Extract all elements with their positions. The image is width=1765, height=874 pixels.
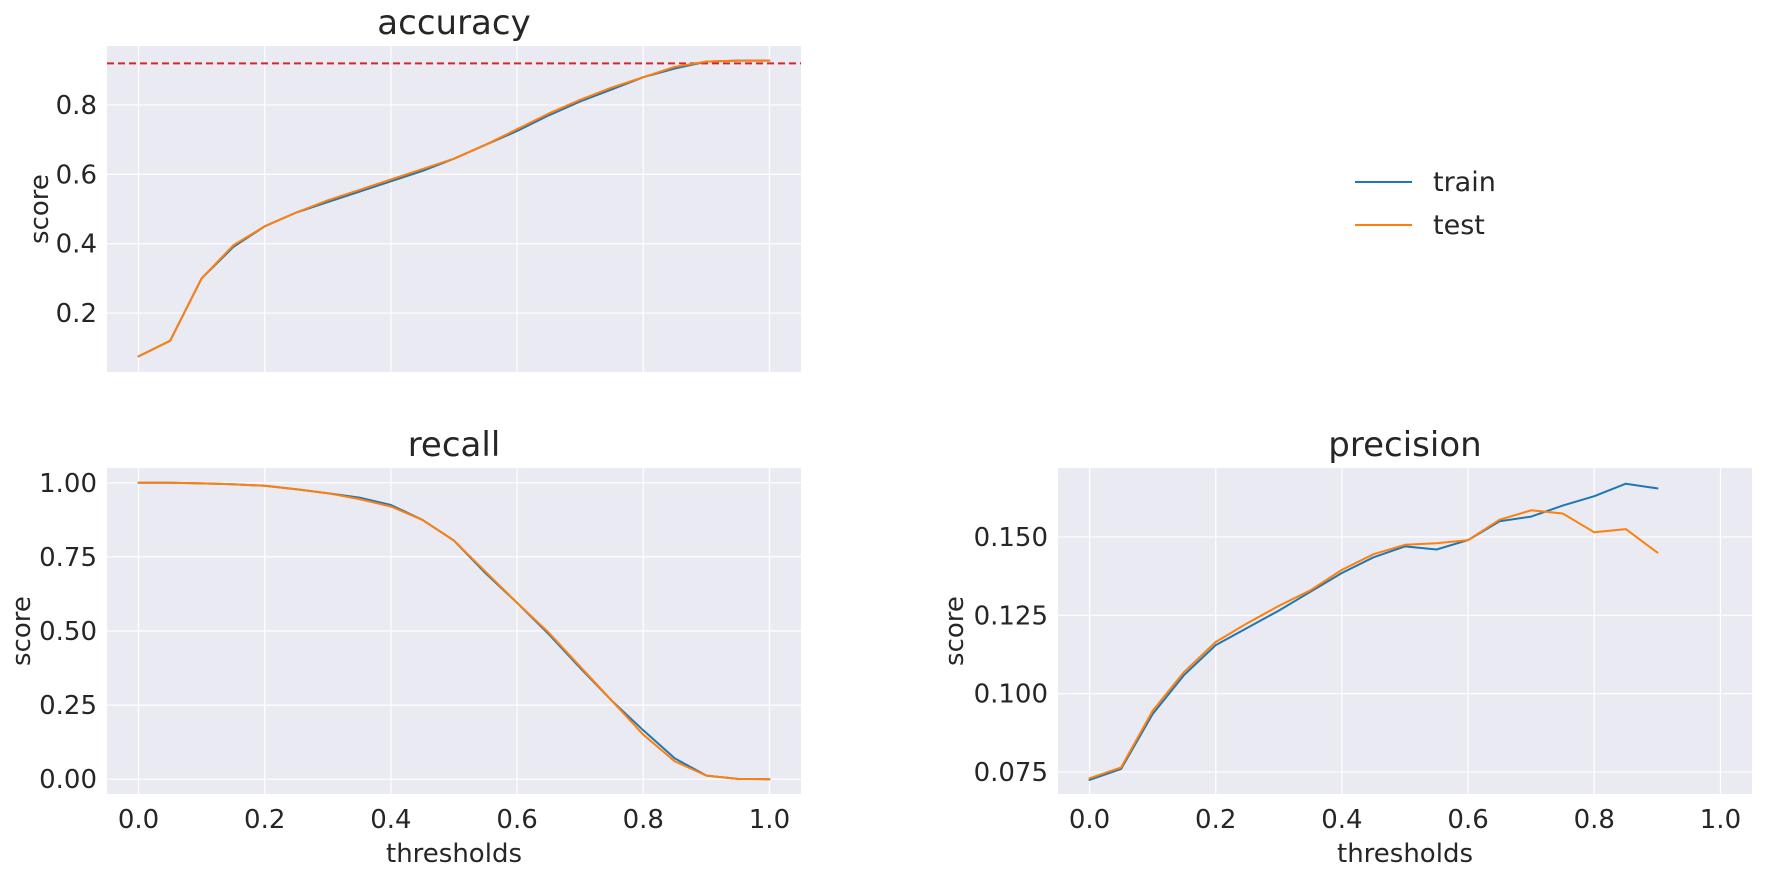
accuracy-ticks: 0.2 0.4 0.6 0.8 xyxy=(56,91,97,329)
accuracy-plot-area xyxy=(107,46,801,372)
precision-title: precision xyxy=(1328,425,1481,465)
precision-xtick-label: 1.0 xyxy=(1700,805,1741,835)
recall-subplot: 0.0 0.2 0.4 0.6 0.8 1.0 0.00 0.25 0.50 0.75 1.00 r… xyxy=(7,425,801,869)
recall-xtick-label: 0.6 xyxy=(496,805,537,835)
recall-ylabel: score xyxy=(7,596,37,666)
recall-xtick-label: 0.0 xyxy=(118,805,159,835)
recall-series-group xyxy=(137,481,771,781)
precision-ylabel: score xyxy=(940,596,970,666)
precision-xtick-label: 0.4 xyxy=(1321,805,1362,835)
recall-ytick-label: 0.75 xyxy=(39,543,97,573)
precision-ytick-label: 0.100 xyxy=(974,680,1048,710)
recall-xlabel: thresholds xyxy=(386,839,522,869)
recall-xtick-label: 0.8 xyxy=(623,805,664,835)
precision-ytick-label: 0.075 xyxy=(974,758,1048,788)
precision-xtick-label: 0.8 xyxy=(1574,805,1615,835)
precision-series-train xyxy=(1088,482,1659,781)
precision-xtick-label: 0.6 xyxy=(1447,805,1488,835)
legend-label-train: train xyxy=(1433,167,1496,198)
precision-subplot: 0.0 0.2 0.4 0.6 0.8 1.0 0.075 0.100 0.125 0.150 p… xyxy=(940,425,1752,869)
recall-title: recall xyxy=(408,425,501,465)
recall-ticks: 0.0 0.2 0.4 0.6 0.8 1.0 0.00 0.25 0.50 0.75 1.00 xyxy=(39,469,790,835)
recall-ytick-label: 1.00 xyxy=(39,469,97,499)
recall-ytick-label: 0.00 xyxy=(39,765,97,795)
accuracy-ytick-label: 0.4 xyxy=(56,230,97,260)
accuracy-series-test xyxy=(137,59,771,358)
accuracy-ytick-label: 0.2 xyxy=(56,299,97,329)
legend-label-test: test xyxy=(1433,210,1485,241)
precision-xtick-label: 0.0 xyxy=(1069,805,1110,835)
recall-series-test xyxy=(137,481,771,781)
precision-xlabel: thresholds xyxy=(1337,839,1473,869)
accuracy-ytick-label: 0.8 xyxy=(56,91,97,121)
precision-ytick-label: 0.150 xyxy=(974,523,1048,553)
recall-grid xyxy=(107,468,801,794)
recall-xtick-label: 0.2 xyxy=(244,805,285,835)
precision-series-group xyxy=(1088,482,1659,781)
accuracy-ylabel: score xyxy=(25,174,55,244)
legend: train test xyxy=(1355,167,1496,241)
precision-ticks: 0.0 0.2 0.4 0.6 0.8 1.0 0.075 0.100 0.125 0.150 xyxy=(974,523,1742,835)
accuracy-subplot: 0.2 0.4 0.6 0.8 accuracy score xyxy=(25,3,801,372)
precision-series-test xyxy=(1088,509,1659,780)
recall-xtick-label: 0.4 xyxy=(370,805,411,835)
accuracy-ytick-label: 0.6 xyxy=(56,160,97,190)
accuracy-series-group xyxy=(137,59,771,358)
accuracy-grid xyxy=(107,46,801,372)
precision-plot-area xyxy=(1058,468,1752,794)
accuracy-title: accuracy xyxy=(377,3,530,43)
recall-ytick-label: 0.25 xyxy=(39,691,97,721)
recall-ytick-label: 0.50 xyxy=(39,617,97,647)
recall-xtick-label: 1.0 xyxy=(749,805,790,835)
precision-xtick-label: 0.2 xyxy=(1195,805,1236,835)
precision-ytick-label: 0.125 xyxy=(974,601,1048,631)
